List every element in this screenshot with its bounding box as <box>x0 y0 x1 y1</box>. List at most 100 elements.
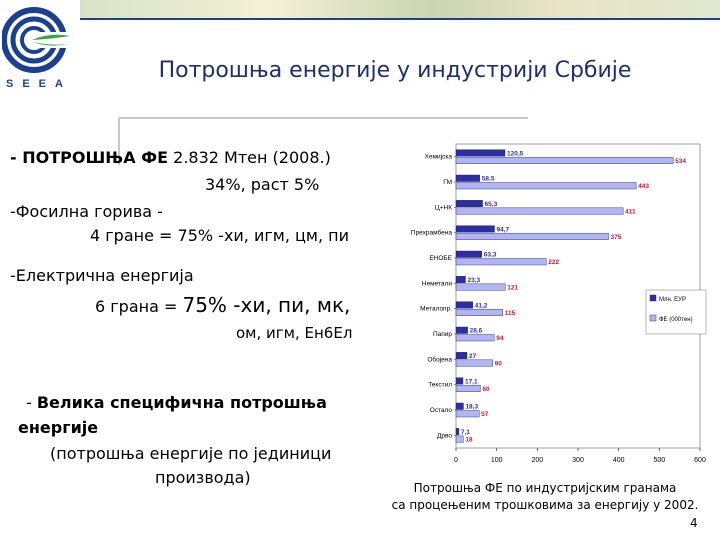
bar-energy <box>455 334 495 342</box>
category-label: ГМ <box>443 179 452 186</box>
caption-line-2: са процењеним трошковима за енергију у 2… <box>391 498 699 512</box>
data-label: 534 <box>675 158 686 165</box>
bullet-fe: - ПОТРОШЊА ФЕ 2.832 Мтен (2008.) <box>10 148 331 167</box>
legend-swatch <box>649 314 657 322</box>
bar-energy <box>455 283 506 291</box>
electric-branches-prefix: 6 грана = <box>95 297 183 316</box>
category-label: Хемијска <box>425 154 453 161</box>
bar-cost <box>455 276 466 284</box>
data-label: 17,1 <box>465 378 478 385</box>
page-number: 4 <box>690 516 698 530</box>
x-tick-label: 100 <box>491 457 503 464</box>
page-title: Потрошња енергије у индустрији Србије <box>158 58 632 83</box>
bar-cost <box>455 352 468 360</box>
category-label: ЕНОБЕ <box>429 255 452 262</box>
bullet-fossil-branches: 4 гране = 75% -хи, игм, цм, пи <box>90 226 350 245</box>
bar-cost <box>455 428 460 436</box>
bar-cost <box>455 402 464 410</box>
bar-energy <box>455 232 609 240</box>
data-label: 23,3 <box>467 277 480 284</box>
content-divider <box>118 117 120 165</box>
data-label: 7,1 <box>461 429 470 436</box>
bullet-specific-label: Велика специфична потрошња <box>36 393 327 412</box>
legend-label: Млн. EУР <box>659 297 686 303</box>
legend-label: ФЕ (000тен) <box>659 317 693 323</box>
x-tick-label: 0 <box>454 457 458 464</box>
bar-cost <box>455 377 464 385</box>
data-label: 222 <box>548 259 559 266</box>
bar-energy <box>455 156 674 164</box>
x-tick-label: 600 <box>694 457 706 464</box>
bullet-fe-value: 2.832 Мтен (2008.) <box>168 148 331 167</box>
data-label: 411 <box>625 209 636 216</box>
x-tick-label: 300 <box>572 457 584 464</box>
bullet-specific-dash: - <box>26 393 37 412</box>
bar-energy <box>455 182 637 190</box>
chart-caption: Потрошња ФЕ по индустријским гранама са … <box>380 480 710 514</box>
data-label: 121 <box>507 285 518 292</box>
bullet-electric-branches: 6 грана = 75% -хи, пи, мк, <box>95 293 350 317</box>
bullet-fossil: -Фосилна горива - <box>10 202 163 221</box>
legend-swatch <box>649 294 657 302</box>
data-label: 28,6 <box>470 328 483 335</box>
data-label: 63,3 <box>484 252 497 259</box>
data-label: 18,3 <box>465 404 478 411</box>
bar-cost <box>455 250 482 258</box>
category-label: Металопр. <box>420 306 452 313</box>
x-tick-label: 500 <box>653 457 665 464</box>
caption-line-1: Потрошња ФЕ по индустријским гранама <box>413 481 677 495</box>
data-label: 41,2 <box>475 302 488 309</box>
category-label: Текстил <box>428 382 452 389</box>
category-label: Папир <box>433 331 452 338</box>
energy-consumption-chart: 0 100 200 300 400 500 600 Хемијска 120,5 534 ГМ 58,… <box>411 143 707 464</box>
bullet-fe-label: - ПОТРОШЊА ФЕ <box>10 148 169 167</box>
data-label: 60 <box>482 386 490 393</box>
category-label: Остало <box>430 407 453 414</box>
bullet-electric: -Електрична енергија <box>10 266 194 285</box>
data-label: 27 <box>469 353 477 360</box>
data-label: 94 <box>496 335 504 342</box>
category-label: Прехрамбена <box>411 229 452 237</box>
category-label: Неметали <box>422 280 452 287</box>
bar-energy <box>455 207 624 215</box>
header-banner <box>80 0 720 18</box>
bar-energy <box>455 384 481 392</box>
seea-logo <box>2 7 72 73</box>
title-divider <box>118 117 528 119</box>
data-label: 57 <box>481 411 489 418</box>
category-label: Обојена <box>427 355 452 363</box>
data-label: 115 <box>505 310 516 317</box>
bullet-specific-note1: (потрошња енергије по јединици <box>50 444 332 463</box>
data-label: 94,7 <box>497 226 510 233</box>
data-label: 90 <box>495 361 503 368</box>
data-label: 120,5 <box>507 150 524 157</box>
bar-energy <box>455 308 503 316</box>
bullet-electric-more: ом, игм, Ен6Ел <box>236 324 353 342</box>
bar-cost <box>455 326 468 334</box>
bar-cost <box>455 200 483 208</box>
x-tick-label: 400 <box>613 457 625 464</box>
bar-cost <box>455 301 473 309</box>
bullet-specific-note2: производа) <box>155 468 251 487</box>
bar-cost <box>455 174 480 182</box>
bar-energy <box>455 410 480 418</box>
bar-energy <box>455 258 547 266</box>
data-label: 18 <box>465 437 473 444</box>
header-rule <box>80 18 720 20</box>
data-label: 443 <box>638 183 649 190</box>
bar-cost <box>455 149 506 157</box>
electric-branches-pct: 75% -хи, пи, мк, <box>182 293 351 317</box>
bullet-specific-label2: енергије <box>18 418 99 437</box>
data-label: 58,5 <box>482 176 495 183</box>
category-label: Ц+НК <box>435 204 452 211</box>
bar-energy <box>455 359 493 367</box>
bullet-specific: - Велика специфична потрошња <box>26 393 327 412</box>
x-tick-label: 200 <box>531 457 543 464</box>
category-label: Дрво <box>437 432 452 439</box>
data-label: 65,3 <box>485 201 498 208</box>
bar-energy <box>455 435 464 443</box>
logo-text: SEEA <box>6 78 72 90</box>
bar-cost <box>455 225 495 233</box>
data-label: 375 <box>611 234 622 241</box>
bullet-fe-growth: 34%, раст 5% <box>205 175 320 194</box>
